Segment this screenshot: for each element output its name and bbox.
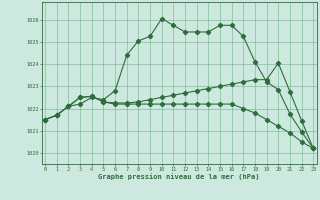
X-axis label: Graphe pression niveau de la mer (hPa): Graphe pression niveau de la mer (hPa): [99, 173, 260, 180]
